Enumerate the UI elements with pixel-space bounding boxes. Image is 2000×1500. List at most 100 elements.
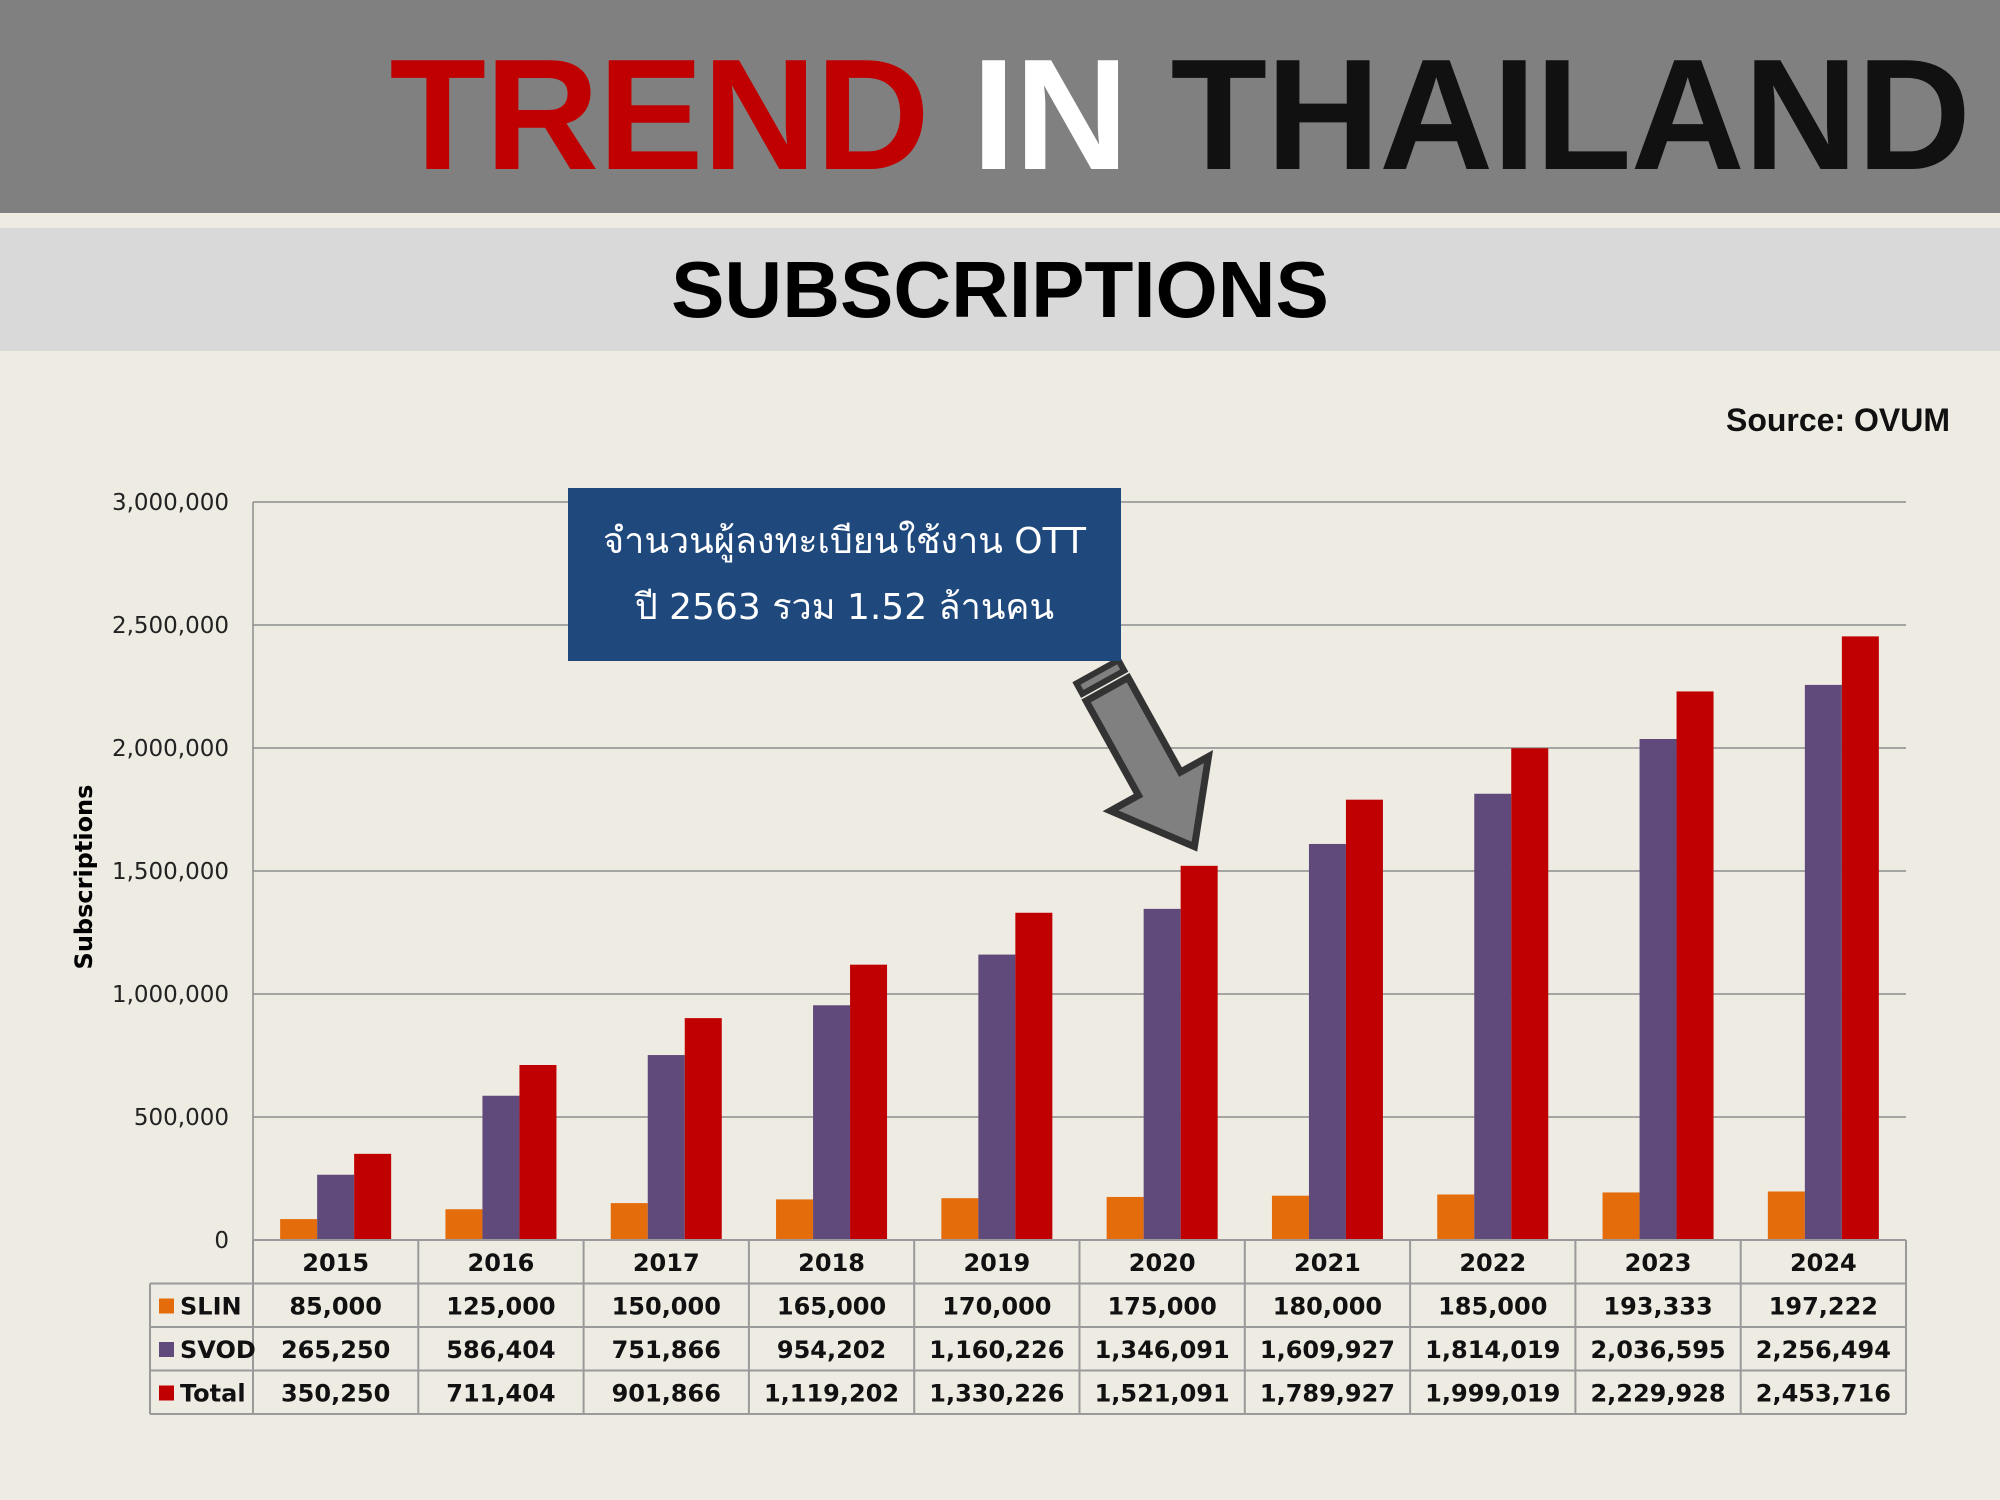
data-label-svod: 265,250 — [281, 1336, 390, 1364]
bar-slin-2016 — [445, 1209, 483, 1240]
title-word-thailand: THAILAND — [1170, 27, 1971, 203]
page-subtitle: SUBSCRIPTIONS — [0, 228, 2000, 351]
data-label-svod: 954,202 — [777, 1336, 886, 1364]
bar-total-2024 — [1841, 636, 1879, 1240]
y-tick-label: 3,000,000 — [112, 490, 229, 516]
data-label-slin: 150,000 — [612, 1293, 721, 1321]
x-tick-label: 2023 — [1625, 1249, 1692, 1277]
legend-swatch-total — [159, 1385, 174, 1401]
bar-slin-2017 — [610, 1203, 648, 1240]
y-axis: 0 500,000 1,000,000 1,500,000 2,000,000 2,500… — [112, 490, 254, 1254]
data-label-svod: 1,346,091 — [1095, 1336, 1230, 1364]
data-label-slin: 193,333 — [1603, 1293, 1712, 1321]
data-label-total: 1,119,202 — [764, 1380, 899, 1408]
x-tick-label: 2017 — [633, 1249, 700, 1277]
data-label-total: 1,330,226 — [929, 1380, 1064, 1408]
legend-label-svod: SVOD — [180, 1336, 256, 1364]
data-label-svod: 2,256,494 — [1756, 1336, 1891, 1364]
legend-label-total: Total — [180, 1380, 246, 1408]
title-word-in: IN — [971, 27, 1129, 203]
bar-slin-2023 — [1602, 1192, 1640, 1240]
data-label-total: 2,453,716 — [1756, 1380, 1891, 1408]
data-label-svod: 586,404 — [446, 1336, 555, 1364]
bar-svod-2023 — [1639, 738, 1677, 1240]
data-label-slin: 197,222 — [1769, 1293, 1878, 1321]
subtitle-text: SUBSCRIPTIONS — [671, 245, 1329, 334]
y-axis-label: Subscriptions — [70, 785, 98, 970]
bar-slin-2020 — [1106, 1196, 1144, 1240]
x-tick-label: 2018 — [798, 1249, 865, 1277]
data-label-total: 1,521,091 — [1095, 1380, 1230, 1408]
x-tick-label: 2022 — [1459, 1249, 1526, 1277]
source-note: Source: OVUM — [1725, 402, 1950, 438]
bar-total-2016 — [519, 1064, 557, 1240]
bar-total-2020 — [1180, 865, 1218, 1240]
bar-slin-2022 — [1437, 1194, 1475, 1240]
data-label-slin: 175,000 — [1107, 1293, 1216, 1321]
data-label-slin: 170,000 — [942, 1293, 1051, 1321]
title-word-trend: TREND — [389, 27, 930, 203]
data-label-slin: 165,000 — [777, 1293, 886, 1321]
bar-svod-2021 — [1308, 843, 1346, 1240]
bar-slin-2021 — [1271, 1195, 1309, 1240]
y-tick-label: 1,500,000 — [112, 859, 229, 885]
bar-total-2021 — [1345, 799, 1383, 1240]
bar-total-2018 — [850, 964, 888, 1240]
data-label-slin: 85,000 — [289, 1293, 382, 1321]
data-label-total: 1,999,019 — [1425, 1380, 1560, 1408]
data-label-total: 1,789,927 — [1260, 1380, 1395, 1408]
subtitle-band — [0, 228, 2000, 351]
bar-svod-2015 — [317, 1174, 355, 1240]
data-table: 2015 2016 2017 2018 2019 2020 2021 2022 2023 2024… — [149, 1239, 1907, 1415]
page-title: TREND IN THAILAND — [0, 0, 1971, 213]
x-tick-label: 2015 — [302, 1249, 369, 1277]
callout-line-2: ปี 2563 รวม 1.52 ล้านคน — [634, 586, 1055, 628]
bar-total-2023 — [1676, 691, 1714, 1240]
callout-box: จำนวนผู้ลงทะเบียนใช้งาน OTT ปี 2563 รวม … — [568, 488, 1121, 661]
data-label-slin: 185,000 — [1438, 1293, 1547, 1321]
data-label-slin: 125,000 — [446, 1293, 555, 1321]
x-tick-label: 2016 — [468, 1249, 535, 1277]
legend-swatch-svod — [159, 1342, 174, 1357]
bar-svod-2019 — [978, 954, 1016, 1240]
x-tick-label: 2024 — [1790, 1249, 1857, 1277]
data-label-svod: 1,160,226 — [929, 1336, 1064, 1364]
y-tick-label: 0 — [214, 1228, 229, 1254]
bar-svod-2016 — [482, 1095, 520, 1240]
bar-total-2017 — [684, 1018, 722, 1240]
x-tick-label: 2021 — [1294, 1249, 1361, 1277]
data-label-total: 711,404 — [446, 1380, 555, 1408]
bar-svod-2024 — [1804, 684, 1842, 1240]
title-band — [0, 0, 2000, 213]
x-tick-label: 2020 — [1129, 1249, 1196, 1277]
data-label-svod: 751,866 — [612, 1336, 721, 1364]
bar-svod-2018 — [813, 1005, 851, 1240]
bar-svod-2017 — [647, 1055, 685, 1240]
bars — [280, 636, 1879, 1240]
legend-label-slin: SLIN — [180, 1293, 242, 1321]
y-tick-label: 500,000 — [134, 1105, 229, 1131]
callout-line-1: จำนวนผู้ลงทะเบียนใช้งาน OTT — [603, 520, 1086, 562]
bar-slin-2019 — [941, 1198, 979, 1240]
data-label-total: 901,866 — [612, 1380, 721, 1408]
y-tick-label: 2,500,000 — [112, 613, 229, 639]
data-label-slin: 180,000 — [1273, 1293, 1382, 1321]
x-tick-label: 2019 — [963, 1249, 1030, 1277]
legend-swatch-slin — [159, 1298, 174, 1314]
bar-slin-2018 — [776, 1199, 814, 1240]
y-tick-label: 2,000,000 — [112, 736, 229, 762]
bar-total-2019 — [1015, 912, 1053, 1240]
bar-total-2022 — [1511, 748, 1549, 1240]
bar-slin-2024 — [1767, 1191, 1805, 1240]
data-label-total: 350,250 — [281, 1380, 390, 1408]
data-label-svod: 1,609,927 — [1260, 1336, 1395, 1364]
bar-total-2015 — [354, 1153, 392, 1240]
bar-svod-2020 — [1143, 908, 1181, 1240]
data-label-total: 2,229,928 — [1590, 1380, 1725, 1408]
data-label-svod: 1,814,019 — [1425, 1336, 1560, 1364]
bar-svod-2022 — [1474, 793, 1512, 1240]
y-tick-label: 1,000,000 — [112, 982, 229, 1008]
down-right-arrow-icon — [1072, 656, 1214, 852]
data-label-svod: 2,036,595 — [1590, 1336, 1725, 1364]
